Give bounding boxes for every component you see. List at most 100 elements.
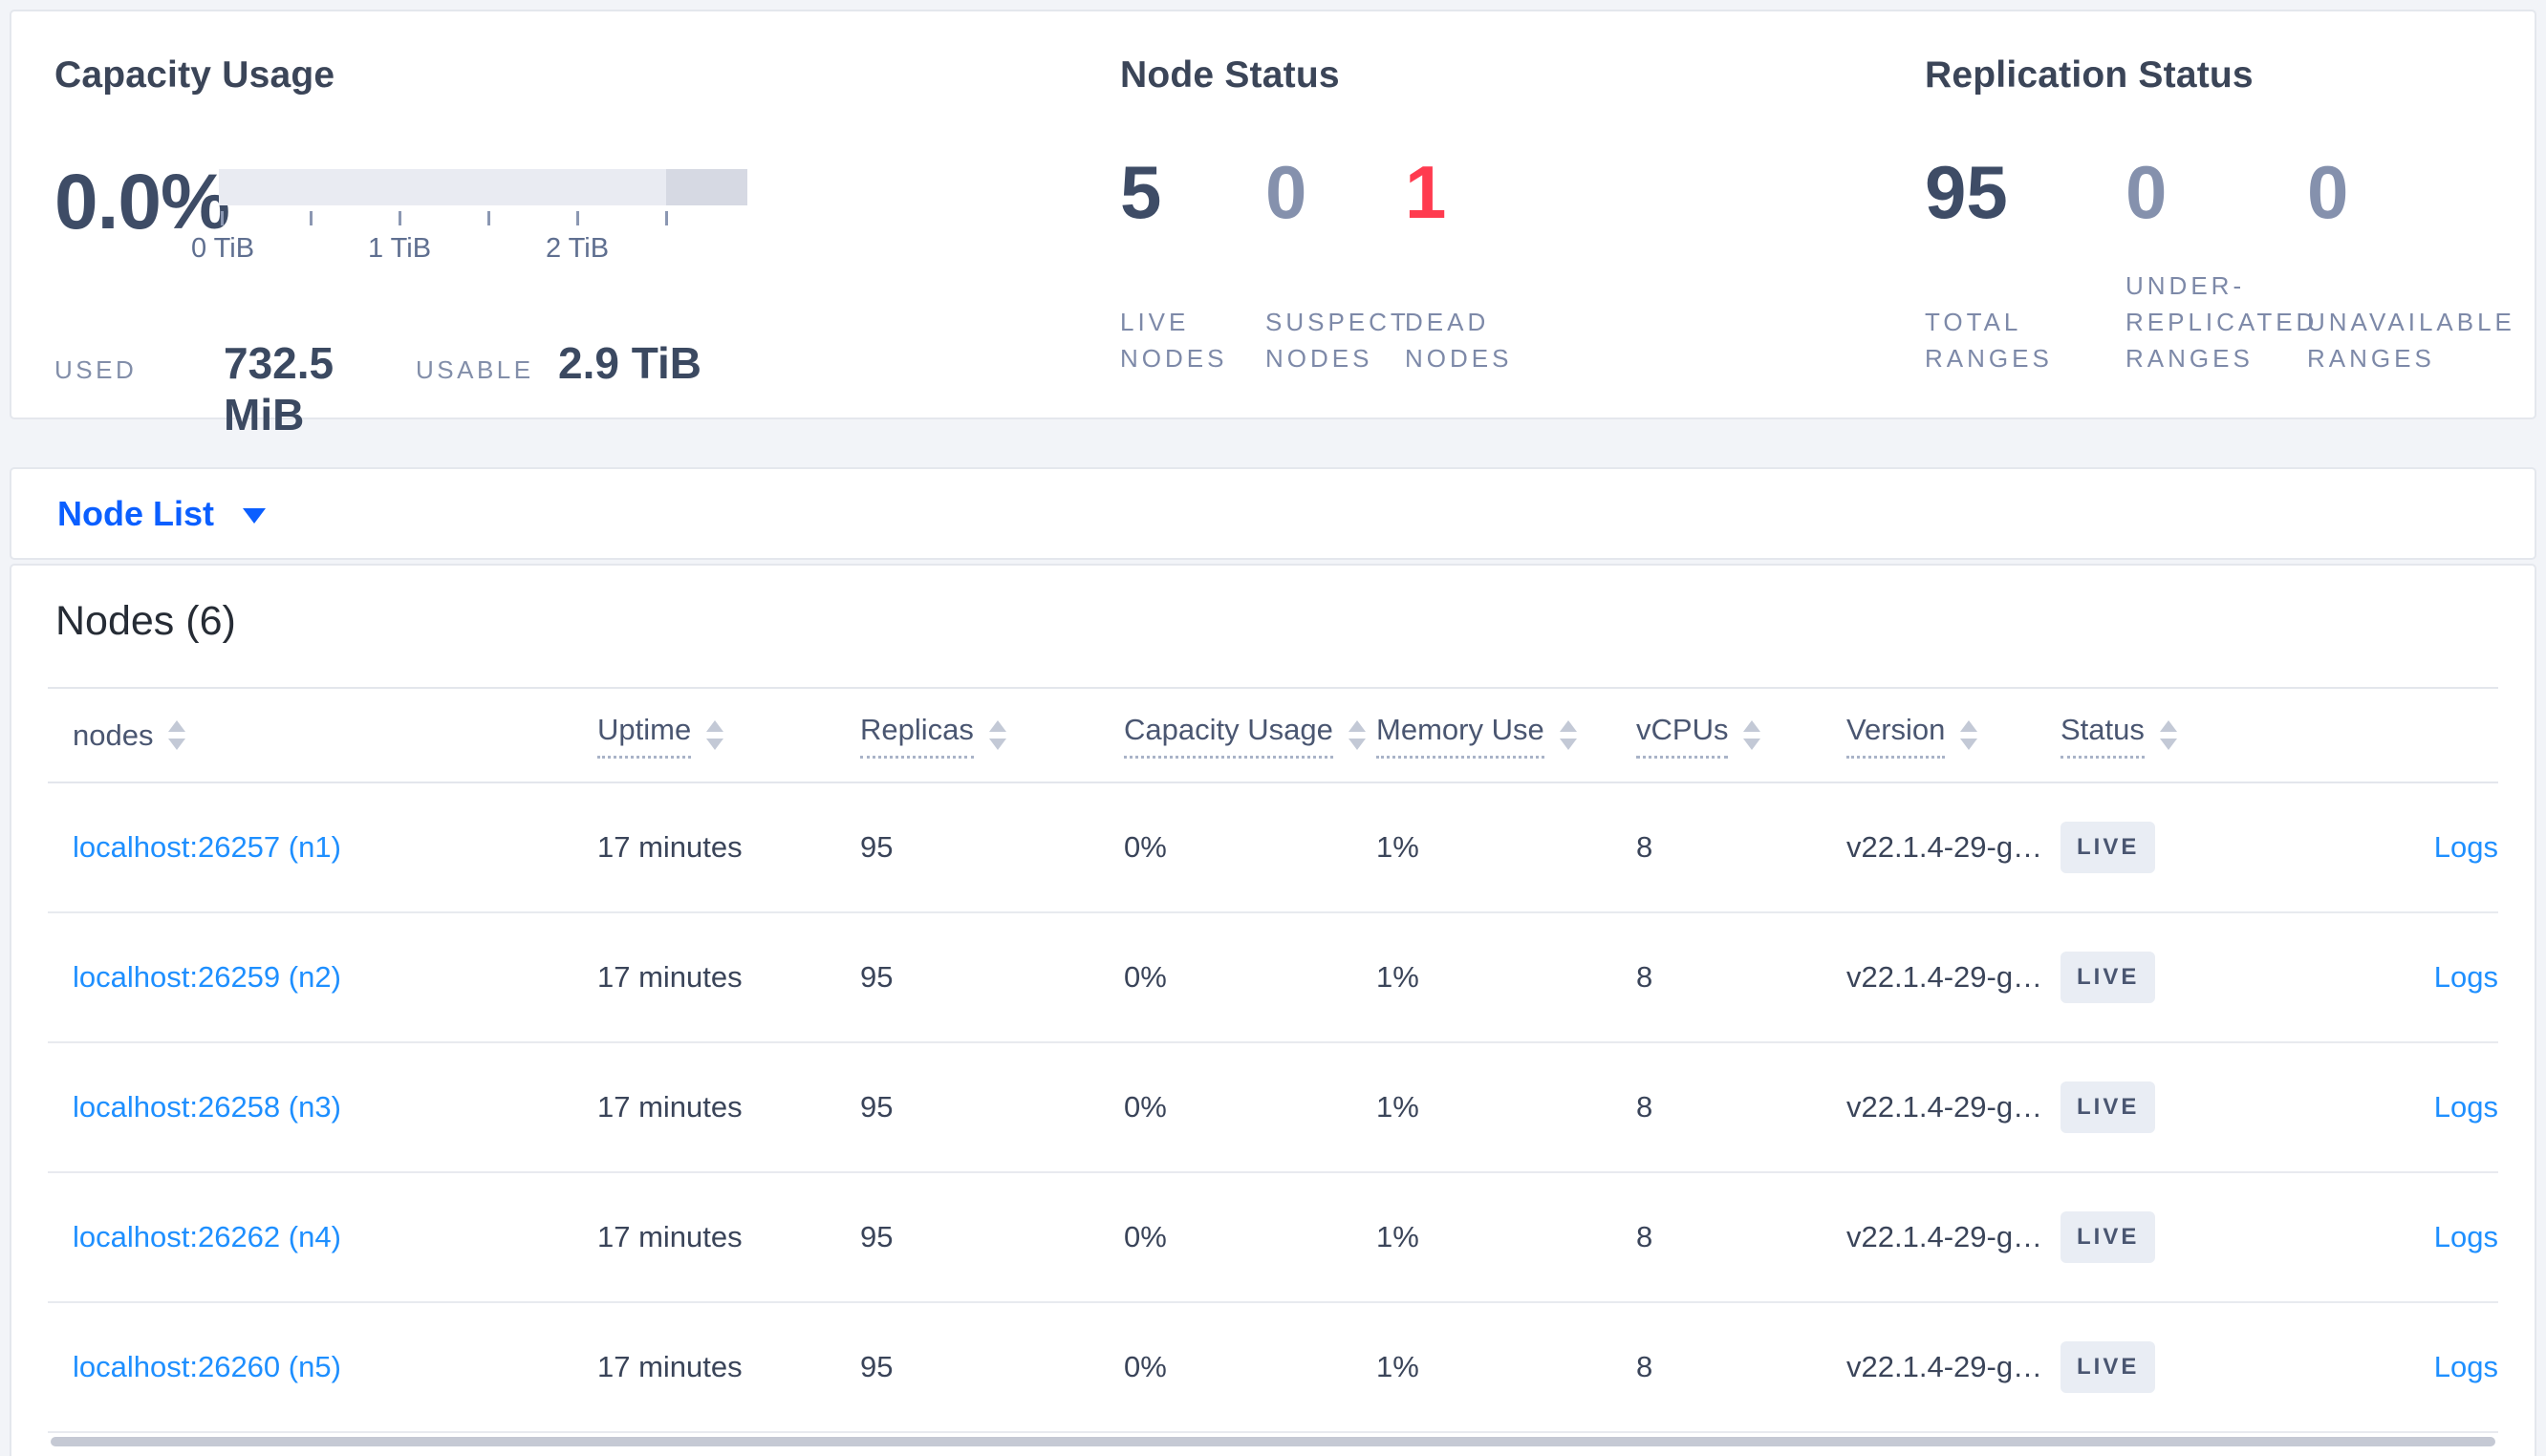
node-link[interactable]: localhost:26259 (n2) (73, 960, 341, 994)
view-selector-dropdown[interactable]: Node List (10, 467, 2536, 560)
column-header-Status[interactable]: Status (2061, 713, 2277, 759)
node-link[interactable]: localhost:26260 (n5) (73, 1350, 341, 1383)
column-header-Memory Use[interactable]: Memory Use (1376, 713, 1636, 759)
cell-uptime: 17 minutes (597, 830, 743, 864)
cell-replicas: 95 (860, 960, 894, 994)
cell-version: v22.1.4-29-g… (1846, 1350, 2043, 1383)
axis-label-0tib: 0 TiB (190, 233, 255, 264)
stat-label: UNDER- REPLICATED RANGES (2125, 271, 2319, 373)
capacity-usage-summary: USED 732.5 MiB USABLE 2.9 TiB (54, 337, 701, 440)
cell-vcpus: 8 (1636, 1350, 1653, 1383)
logs-link[interactable]: Logs (2433, 830, 2498, 864)
cell-vcpus: 8 (1636, 830, 1653, 864)
horizontal-scrollbar[interactable] (51, 1437, 2495, 1446)
sort-up-icon (706, 720, 724, 732)
column-header-label: vCPUs (1636, 713, 1729, 759)
node-link[interactable]: localhost:26262 (n4) (73, 1220, 341, 1253)
cell-memory_use: 1% (1376, 1090, 1419, 1124)
logs-link[interactable]: Logs (2433, 1350, 2498, 1383)
summary-stat: 5 LIVE NODES (1120, 155, 1265, 376)
column-header-label: nodes (73, 717, 154, 752)
stat-value: 95 (1925, 150, 2008, 234)
table-row: localhost:26262 (n4) 17 minutes 95 0% 1% 8 v22… (48, 1173, 2498, 1303)
used-label: USED (54, 355, 138, 384)
node-status-panel: Node Status 5 LIVE NODES 0 SUSPECT NODES 1 DE… (1120, 54, 1846, 389)
column-header-Capacity Usage[interactable]: Capacity Usage (1124, 713, 1376, 759)
stat-value: 5 (1120, 150, 1162, 234)
column-header-Version[interactable]: Version (1846, 713, 2061, 759)
stat-label: TOTAL RANGES (1925, 308, 2053, 373)
sort-down-icon (988, 739, 1006, 750)
table-row: localhost:26258 (n3) 17 minutes 95 0% 1% 8 v22… (48, 1043, 2498, 1173)
used-value: 732.5 MiB (224, 338, 334, 439)
capacity-usage-panel: Capacity Usage 0.0% 0 TiB 1 TiB 2 TiB US… (54, 54, 1068, 439)
sort-up-icon (1960, 720, 1978, 732)
column-header-Uptime[interactable]: Uptime (597, 713, 860, 759)
cell-vcpus: 8 (1636, 1220, 1653, 1253)
cell-memory_use: 1% (1376, 1220, 1419, 1253)
sort-down-icon (1559, 739, 1577, 750)
cell-replicas: 95 (860, 1090, 894, 1124)
cell-capacity_usage: 0% (1124, 1220, 1167, 1253)
column-header-label: Replicas (860, 713, 974, 759)
column-header-label: Capacity Usage (1124, 713, 1333, 759)
sort-icon (1743, 720, 1761, 750)
logs-link[interactable]: Logs (2433, 960, 2498, 994)
status-badge: LIVE (2061, 1211, 2156, 1263)
table-row: localhost:26260 (n5) 17 minutes 95 0% 1% 8 v22… (48, 1303, 2498, 1433)
sort-icon (706, 720, 724, 750)
cell-status: LIVE (2061, 1211, 2277, 1263)
sort-down-icon (2159, 739, 2177, 750)
status-badge: LIVE (2061, 1341, 2156, 1393)
cell-memory_use: 1% (1376, 960, 1419, 994)
logs-link[interactable]: Logs (2433, 1220, 2498, 1253)
sort-icon (2159, 720, 2177, 750)
capacity-bar-chart: 0 TiB 1 TiB 2 TiB (191, 169, 747, 266)
cell-memory_use: 1% (1376, 1350, 1419, 1383)
status-badge: LIVE (2061, 822, 2156, 873)
cell-logs: Logs (2277, 960, 2498, 995)
capacity-bar-dark-segment (666, 169, 747, 205)
cell-status: LIVE (2061, 952, 2277, 1003)
cell-status: LIVE (2061, 1341, 2277, 1393)
capacity-bar-track (219, 169, 747, 205)
status-badge: LIVE (2061, 952, 2156, 1003)
status-badge: LIVE (2061, 1081, 2156, 1133)
nodes-table: nodes Uptime Replicas Capacity Usage Memory … (48, 687, 2498, 1433)
sort-icon (1960, 720, 1978, 750)
cell-logs: Logs (2277, 1220, 2498, 1254)
stat-value: 0 (2307, 150, 2349, 234)
node-status-stats: 5 LIVE NODES 0 SUSPECT NODES 1 DEAD NODES (1120, 155, 1512, 376)
sort-down-icon (1743, 739, 1761, 750)
replication-status-stats: 95 TOTAL RANGES 0 UNDER- REPLICATED RANGES 0… (1925, 155, 2515, 376)
column-header-label: Status (2061, 713, 2145, 759)
sort-icon (1559, 720, 1577, 750)
node-status-title: Node Status (1120, 54, 1340, 96)
cell-logs: Logs (2277, 830, 2498, 865)
capacity-axis-ticks (219, 211, 747, 225)
column-header-nodes[interactable]: nodes (73, 718, 597, 753)
stat-label: LIVE NODES (1120, 308, 1228, 373)
column-header-vCPUs[interactable]: vCPUs (1636, 713, 1846, 759)
stat-label: UNAVAILABLE RANGES (2307, 308, 2515, 373)
sort-icon (1348, 720, 1366, 750)
cell-version: v22.1.4-29-g… (1846, 1220, 2043, 1253)
node-link[interactable]: localhost:26258 (n3) (73, 1090, 341, 1124)
replication-status-panel: Replication Status 95 TOTAL RANGES 0 UNDER-… (1925, 54, 2536, 389)
cell-capacity_usage: 0% (1124, 960, 1167, 994)
cell-uptime: 17 minutes (597, 1220, 743, 1253)
axis-label-2tib: 2 TiB (545, 233, 610, 264)
column-header-Replicas[interactable]: Replicas (860, 713, 1124, 759)
replication-status-title: Replication Status (1925, 54, 2254, 96)
column-header-label: Uptime (597, 713, 692, 759)
cell-capacity_usage: 0% (1124, 1350, 1167, 1383)
cell-uptime: 17 minutes (597, 960, 743, 994)
view-selector-label: Node List (57, 493, 215, 533)
nodes-heading: Nodes (6) (55, 598, 236, 644)
logs-link[interactable]: Logs (2433, 1090, 2498, 1124)
cell-status: LIVE (2061, 822, 2277, 873)
node-link[interactable]: localhost:26257 (n1) (73, 830, 341, 864)
capacity-axis-labels: 0 TiB 1 TiB 2 TiB (191, 233, 747, 266)
sort-up-icon (988, 720, 1006, 732)
sort-down-icon (706, 739, 724, 750)
